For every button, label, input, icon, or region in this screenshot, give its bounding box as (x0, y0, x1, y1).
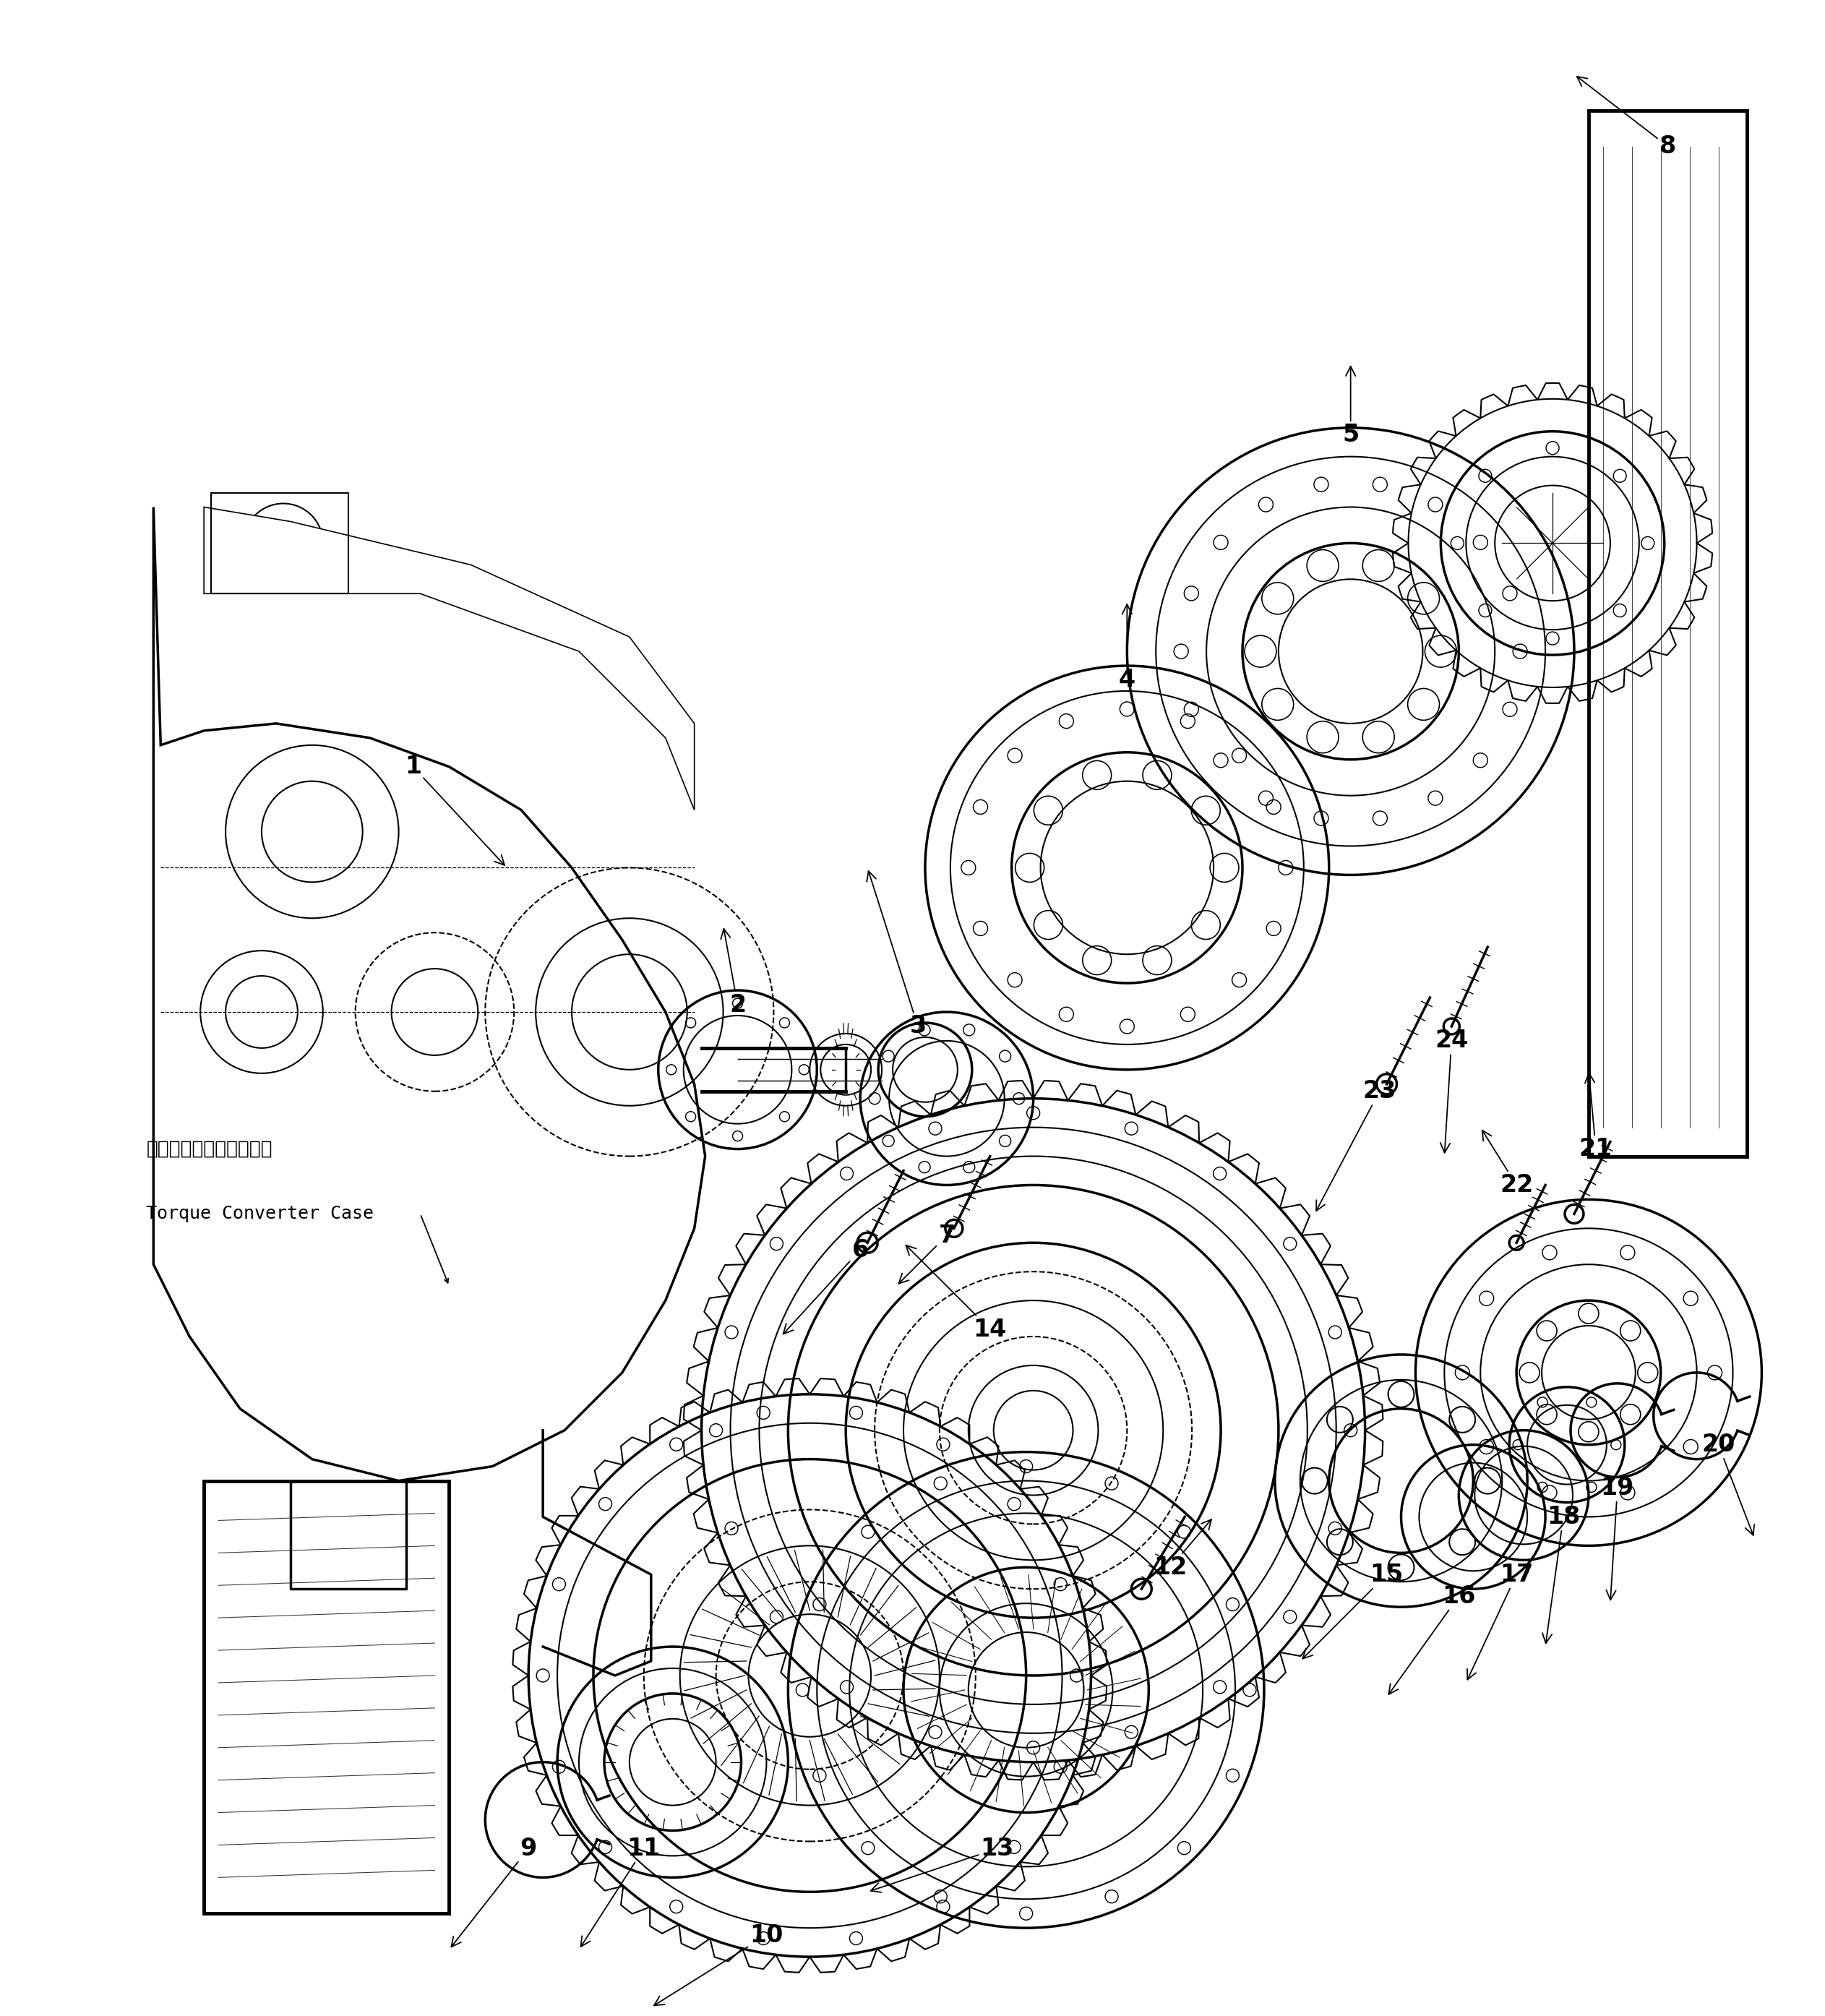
Polygon shape (204, 508, 694, 810)
Text: 5: 5 (1341, 367, 1360, 448)
Text: 22: 22 (1482, 1131, 1533, 1198)
Text: 18: 18 (1542, 1504, 1580, 1643)
Text: 11: 11 (580, 1837, 661, 1947)
Text: 13: 13 (871, 1837, 1015, 1893)
Text: 12: 12 (1153, 1520, 1212, 1579)
Text: トルクコンバータケース: トルクコンバータケース (146, 1139, 272, 1159)
Text: 16: 16 (1389, 1585, 1476, 1693)
Text: 17: 17 (1467, 1562, 1533, 1679)
Text: 8: 8 (1577, 77, 1677, 159)
Text: 10: 10 (653, 1923, 783, 2006)
Text: 3: 3 (867, 871, 927, 1038)
Text: Torque Converter Case: Torque Converter Case (146, 1206, 374, 1222)
Text: 1: 1 (405, 754, 504, 865)
Polygon shape (1588, 111, 1747, 1157)
Text: 6: 6 (783, 1238, 869, 1335)
Text: 2: 2 (721, 929, 746, 1016)
Text: 7: 7 (898, 1224, 954, 1284)
Text: 20: 20 (1701, 1433, 1754, 1536)
Text: 4: 4 (1119, 605, 1135, 691)
Text: 14: 14 (905, 1246, 1007, 1341)
Text: 24: 24 (1434, 1028, 1469, 1153)
Text: 23: 23 (1316, 1079, 1396, 1212)
Text: 19: 19 (1601, 1476, 1633, 1601)
Text: 15: 15 (1303, 1562, 1403, 1659)
Polygon shape (153, 508, 704, 1482)
Text: 9: 9 (451, 1837, 537, 1947)
Polygon shape (204, 1482, 449, 1913)
Text: 21: 21 (1579, 1073, 1613, 1161)
